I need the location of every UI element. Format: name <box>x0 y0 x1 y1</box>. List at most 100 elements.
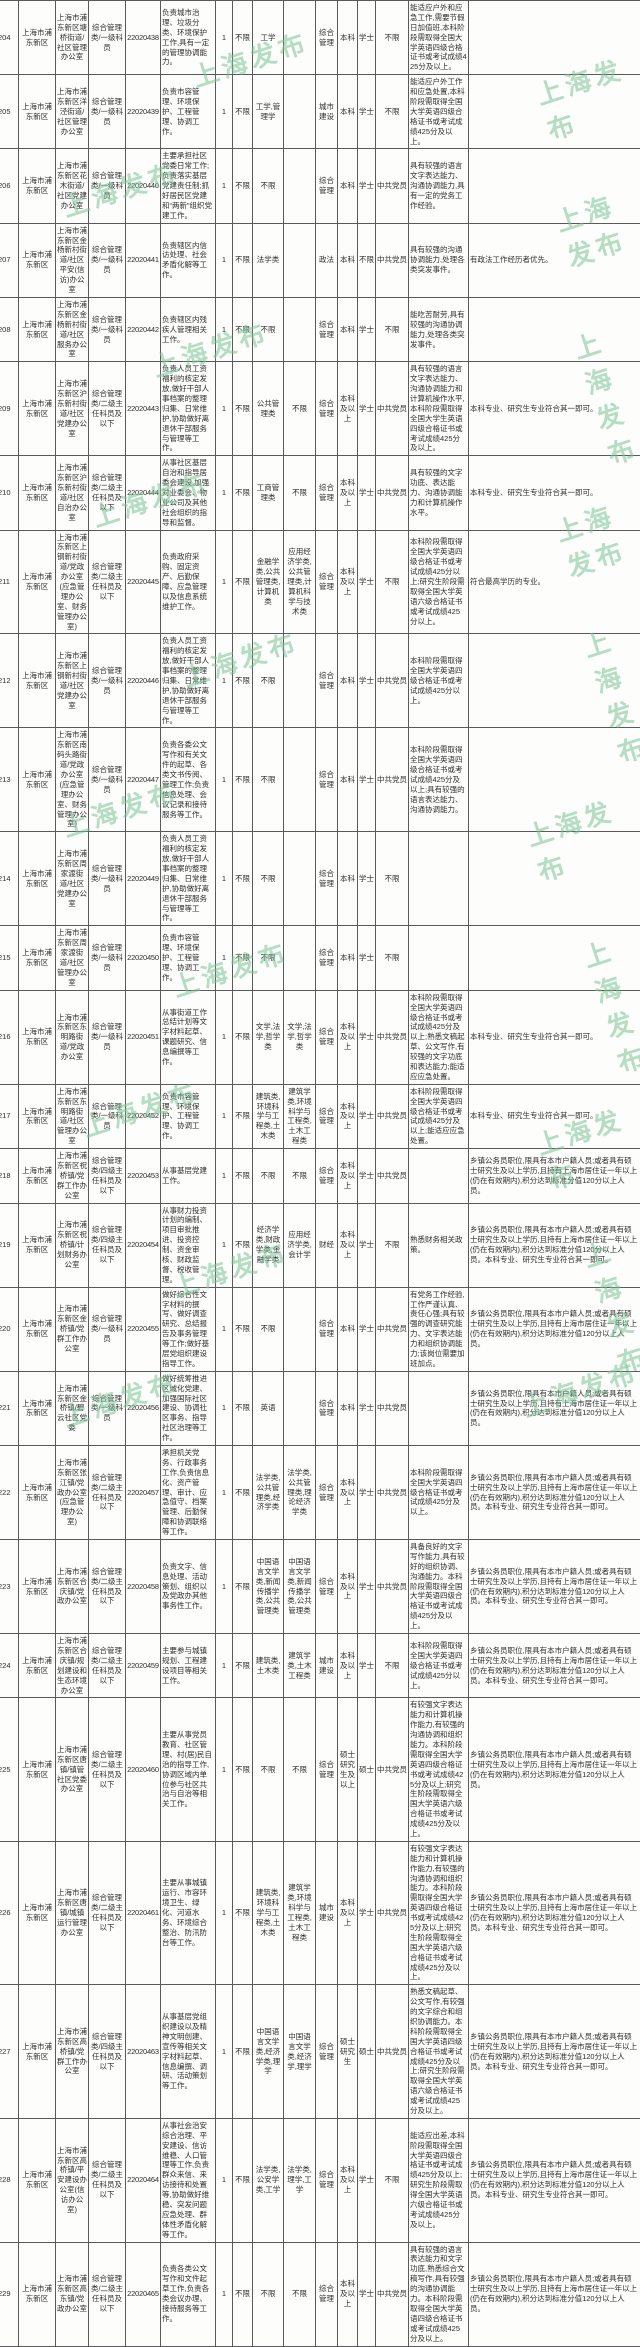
education-cell: 本科 <box>338 1287 358 1371</box>
row-number-cell: 225 <box>0 1698 19 1841</box>
political-status-cell: 中共党员 <box>376 1698 409 1841</box>
exam-category-cell: 综合管理 <box>316 2118 338 2242</box>
political-status-cell: 中共党员 <box>376 634 409 728</box>
position-title-cell: 综合管理类/四级主任科员及以下 <box>89 1985 126 2119</box>
organization-cell: 上海市浦东新区周家渡街道/社区管理办公室 <box>56 926 89 990</box>
position-title-cell: 综合管理类/一级科员 <box>89 75 126 149</box>
position-title-cell: 综合管理类/一级科员 <box>89 990 126 1084</box>
position-code-cell: 22020442 <box>126 297 161 361</box>
duties-cell: 负责各委公文写作和有关文件的起草、各类文书传阅、管理工作;负责信息处理、会议记录… <box>161 728 216 832</box>
position-code-cell: 22020450 <box>126 926 161 990</box>
organization-cell: 上海市浦东新区祝桥镇/计划财务办公室 <box>56 1203 89 1287</box>
undergrad-major-cell: 不限 <box>253 149 284 223</box>
organization-cell: 上海市浦东新区唐镇/城镇运行管理办公室 <box>56 1841 89 1984</box>
duties-cell: 负责辖区内残疾人管理相关工作。 <box>161 297 216 361</box>
degree-cell: 学士 <box>358 1 376 75</box>
other-requirements-cell: 能适应户外和应急工作,需要节假日加值班,本科阶段需取得全国大学英语四级合格证书或… <box>409 1 469 75</box>
postgrad-major-cell: 建筑学类,环境科学与工程类,土木工程类 <box>284 1084 316 1148</box>
political-status-cell: 中共党员 <box>376 1985 409 2119</box>
row-number-cell: 227 <box>0 1985 19 2119</box>
degree-cell: 学士 <box>358 1446 376 1540</box>
postgrad-major-cell: 应用经济学类,会计学 <box>284 1203 316 1287</box>
organization-cell: 上海市浦东新区合庆镇/党政办公室 <box>56 1540 89 1634</box>
table-row: 206上海市浦东新区上海市浦东新区花木街道/社区党建办公室综合管理类/一级科员2… <box>0 149 640 223</box>
table-row: 220上海市浦东新区上海市浦东新区金桥镇/党群工作办公室综合管理类/一级科员22… <box>0 1287 640 1371</box>
position-code-cell: 22020459 <box>126 1634 161 1698</box>
duties-cell: 承担机关党务、行政事务工作,负责信息化、资产管理、审计、应急值守、档案管理、后勤… <box>161 1446 216 1540</box>
headcount-cell: 1 <box>216 1841 233 1984</box>
other-requirements-cell: 本科阶段需取得全国大学英语四级合格证书或考试成绩425分及以上。 <box>409 1446 469 1540</box>
political-status-cell: 中共党员 <box>376 1149 409 1203</box>
education-cell: 本科及以上 <box>338 2242 358 2346</box>
postgrad-major-cell: 中国语言文学类,经济学,理学 <box>284 1985 316 2119</box>
district-cell: 上海市浦东新区 <box>19 297 56 361</box>
table-row: 227上海市浦东新区上海市浦东新区高桥镇/党群工作办公室综合管理类/四级主任科员… <box>0 1985 640 2119</box>
headcount-cell: 1 <box>216 456 233 530</box>
other-requirements-cell: 具有较强的文字功底、表达能力、沟通协调能力和计算机操作水平。 <box>409 456 469 530</box>
political-status-cell: 中共党员 <box>376 456 409 530</box>
other-requirements-cell: 有较强文字表达能力和计算机操作能力,有较强的沟通协调和组织能力。本科阶段需取得全… <box>409 1698 469 1841</box>
exam-category-cell: 综合管理 <box>316 1446 338 1540</box>
exam-category-cell: 综合管理 <box>316 926 338 990</box>
row-number-cell: 206 <box>0 149 19 223</box>
position-code-cell: 22020445 <box>126 530 161 634</box>
position-title-cell: 综合管理类/二级主任科员及以下 <box>89 1446 126 1540</box>
other-requirements-cell: 具有较强的语言文字表达能力、沟通协调能力和计算机操作水平,本科阶段需取得全国大学… <box>409 362 469 456</box>
position-code-cell: 22020449 <box>126 832 161 926</box>
district-cell: 上海市浦东新区 <box>19 926 56 990</box>
district-cell: 上海市浦东新区 <box>19 1634 56 1698</box>
position-code-cell: 22020465 <box>126 2242 161 2346</box>
table-row: 213上海市浦东新区上海市浦东新区南码头路街道/党政办公室(应急管理办公室、财务… <box>0 728 640 832</box>
hukou-cell: 不限 <box>233 926 253 990</box>
undergrad-major-cell: 不限 <box>253 634 284 728</box>
degree-cell: 学士 <box>358 1540 376 1634</box>
district-cell: 上海市浦东新区 <box>19 634 56 728</box>
district-cell: 上海市浦东新区 <box>19 362 56 456</box>
degree-cell: 学士 <box>358 990 376 1084</box>
position-title-cell: 综合管理类/一级科员 <box>89 223 126 297</box>
hukou-cell: 不限 <box>233 223 253 297</box>
duties-cell: 做好综合性文字材料的撰写、做好调查研究、总结报告及事务管理等工作;做好基层党组织… <box>161 1287 216 1371</box>
district-cell: 上海市浦东新区 <box>19 1287 56 1371</box>
postgrad-major-cell <box>284 832 316 926</box>
education-cell: 本科及以上 <box>338 1149 358 1203</box>
headcount-cell: 1 <box>216 2242 233 2346</box>
position-code-cell: 22020454 <box>126 1203 161 1287</box>
remarks-cell <box>469 634 640 728</box>
row-number-cell: 204 <box>0 1 19 75</box>
row-number-cell: 220 <box>0 1287 19 1371</box>
position-code-cell: 22020452 <box>126 1084 161 1148</box>
political-status-cell: 不限 <box>376 926 409 990</box>
education-cell: 本科 <box>338 1371 358 1445</box>
postgrad-major-cell: 法学类,理学,工学 <box>284 2118 316 2242</box>
remarks-cell: 乡镇公务员职位,限具有本市户籍人员;或者具有硕士研究生及以上学历,且持有上海市居… <box>469 2118 640 2242</box>
duties-cell: 主要从事城镇运行、市容环境卫生、绿化、河道水务、环境综合整治、防汛防台等工作。 <box>161 1841 216 1984</box>
postgrad-major-cell <box>284 223 316 297</box>
headcount-cell: 1 <box>216 362 233 456</box>
position-code-cell: 22020463 <box>126 1985 161 2119</box>
undergrad-major-cell: 法学类,公共管理类,经济学类 <box>253 1446 284 1540</box>
duties-cell: 负责市容管理、环境保护、工程管理、协调工作。 <box>161 75 216 149</box>
table-row: 222上海市浦东新区上海市浦东新区张江镇/党政办公室(应急管理办公室)综合管理类… <box>0 1446 640 1540</box>
position-code-cell: 22020457 <box>126 1446 161 1540</box>
political-status-cell: 不限 <box>376 297 409 361</box>
duties-cell: 主要承担社区党委日常工作;负责落实基层党建责任制;抓好居民区党建和“两新”组织党… <box>161 149 216 223</box>
exam-category-cell: 综合管理 <box>316 1287 338 1371</box>
postgrad-major-cell <box>284 728 316 832</box>
other-requirements-cell: 熟悉文稿起草、公文写作,有较强的文字综合和组织协调能力。本科阶段需取得全国大学英… <box>409 1985 469 2119</box>
exam-category-cell: 综合管理 <box>316 362 338 456</box>
degree-cell: 学士 <box>358 1841 376 1984</box>
political-status-cell: 中共党员 <box>376 1540 409 1634</box>
exam-category-cell: 财经 <box>316 1203 338 1287</box>
remarks-cell: 乡镇公务员职位,限具有本市户籍人员;或者具有硕士研究生及以上学历,且持有上海市居… <box>469 1149 640 1203</box>
undergrad-major-cell: 公共管理类 <box>253 362 284 456</box>
education-cell: 本科 <box>338 149 358 223</box>
table-row: 217上海市浦东新区上海市浦东新区东明路街道/社区管理办公室综合管理类/一级科员… <box>0 1084 640 1148</box>
duties-cell: 负责辖区内信访处理、社会矛盾化解等工作。 <box>161 223 216 297</box>
position-title-cell: 综合管理类/二级主任科员及以下 <box>89 530 126 634</box>
remarks-cell: 乡镇公务员职位,限具有本市户籍人员;或者具有硕士研究生及以上学历,且持有上海市居… <box>469 1371 640 1445</box>
postgrad-major-cell: 法学类,公共管理类,理论经济学类 <box>284 1446 316 1540</box>
organization-cell: 上海市浦东新区金桥镇/碧云社区党委 <box>56 1371 89 1445</box>
organization-cell: 上海市浦东新区金桥镇/党群工作办公室 <box>56 1287 89 1371</box>
political-status-cell: 中共党员 <box>376 1446 409 1540</box>
